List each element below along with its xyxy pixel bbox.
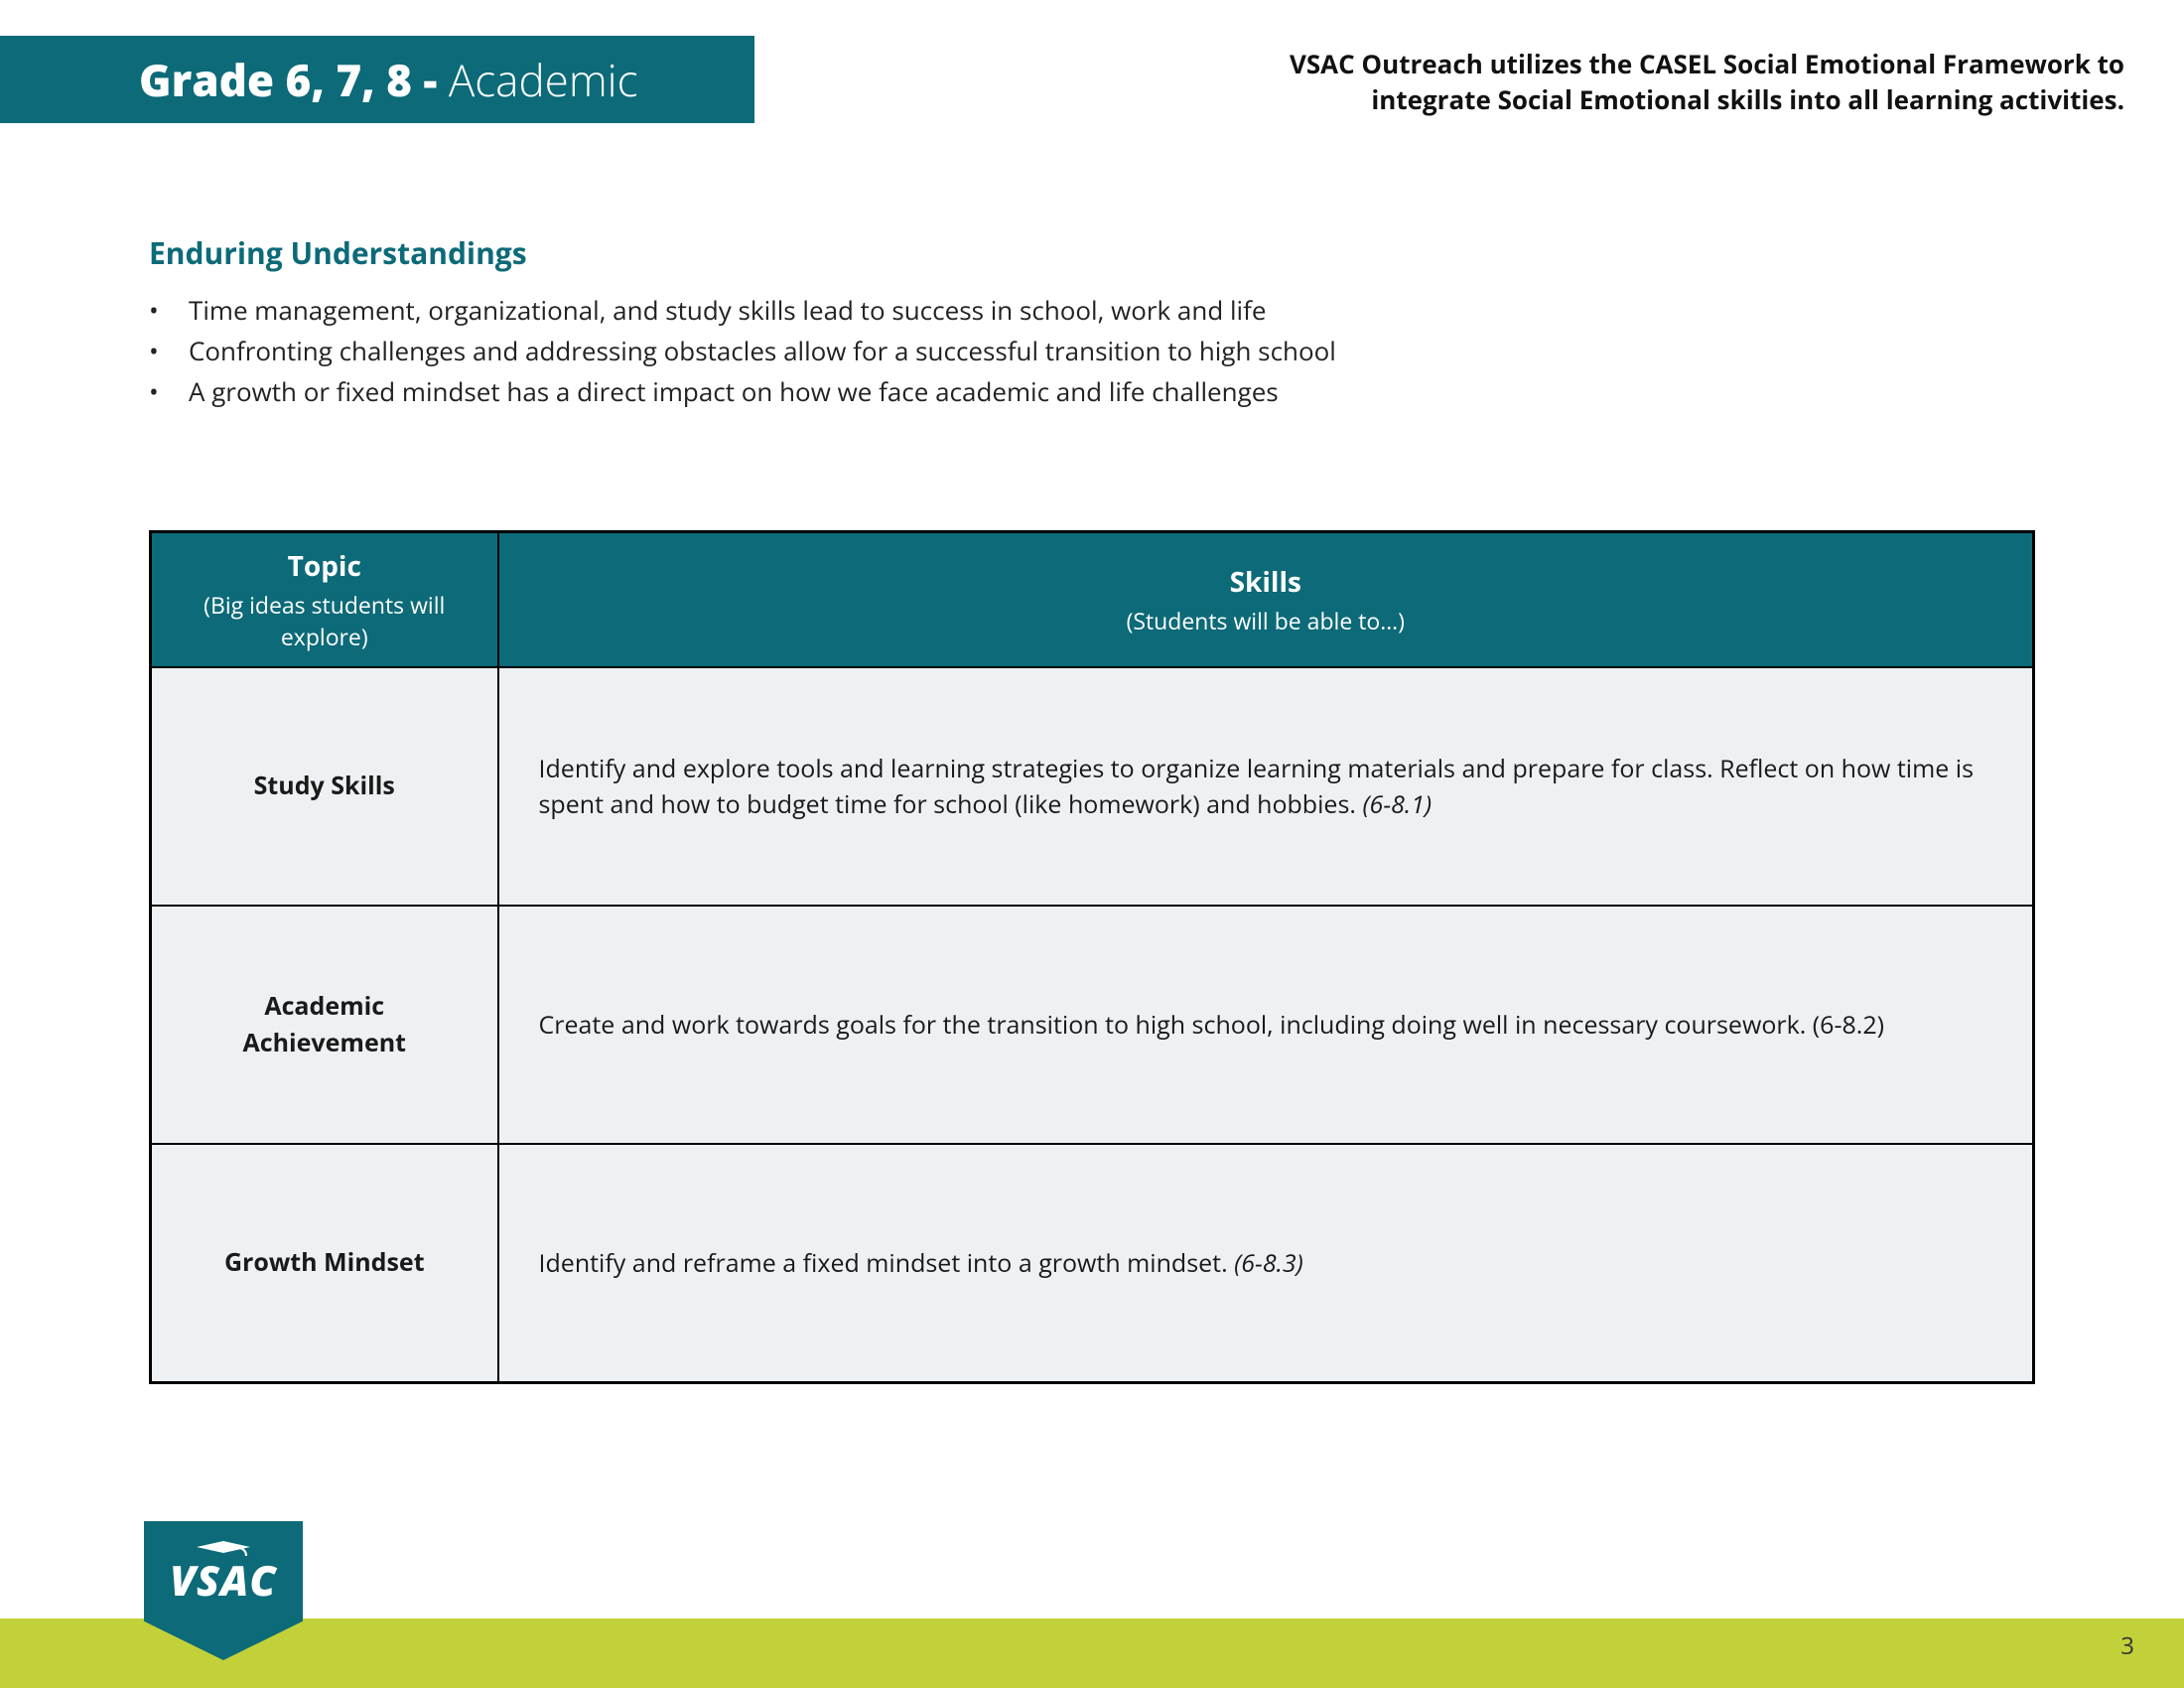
skill-ref: (6-8.1) bbox=[1362, 787, 1432, 821]
skill-text: Identify and reframe a fixed mindset int… bbox=[539, 1246, 1235, 1280]
col-topic-sub: (Big ideas students will explore) bbox=[162, 589, 487, 652]
grade-banner: Grade 6, 7, 8 - Academic bbox=[0, 36, 754, 123]
col-skills-title: Skills bbox=[509, 563, 2023, 601]
header-description: VSAC Outreach utilizes the CASEL Social … bbox=[1171, 46, 2124, 118]
table-row: Academic Achievement Create and work tow… bbox=[151, 906, 2034, 1144]
logo-shield: VSAC bbox=[144, 1521, 303, 1660]
page-number: 3 bbox=[2120, 1629, 2134, 1662]
main-content: Enduring Understandings Time management,… bbox=[0, 232, 2184, 1384]
list-item: A growth or fixed mindset has a direct i… bbox=[189, 372, 2035, 411]
table-row: Growth Mindset Identify and reframe a fi… bbox=[151, 1144, 2034, 1382]
understanding-list: Time management, organizational, and stu… bbox=[149, 291, 2035, 411]
list-item: Time management, organizational, and stu… bbox=[189, 291, 2035, 330]
skills-table: Topic (Big ideas students will explore) … bbox=[149, 530, 2035, 1384]
col-skills-sub: (Students will be able to…) bbox=[509, 605, 2023, 636]
footer-bar bbox=[0, 1618, 2184, 1688]
skill-cell: Identify and explore tools and learning … bbox=[498, 667, 2034, 906]
logo-text: VSAC bbox=[170, 1552, 277, 1609]
subject-label: Academic bbox=[449, 50, 638, 109]
topic-cell: Academic Achievement bbox=[151, 906, 498, 1144]
section-title: Enduring Understandings bbox=[149, 232, 2035, 273]
topic-line2: Achievement bbox=[242, 1026, 406, 1059]
col-topic-header: Topic (Big ideas students will explore) bbox=[151, 532, 498, 668]
table-row: Study Skills Identify and explore tools … bbox=[151, 667, 2034, 906]
topic-cell: Study Skills bbox=[151, 667, 498, 906]
grade-label: Grade 6, 7, 8 - bbox=[139, 50, 449, 109]
topic-line1: Academic bbox=[264, 989, 384, 1023]
topic-cell: Growth Mindset bbox=[151, 1144, 498, 1382]
skill-ref: (6-8.2) bbox=[1813, 1008, 1884, 1042]
skill-ref: (6-8.3) bbox=[1234, 1246, 1303, 1280]
col-skills-header: Skills (Students will be able to…) bbox=[498, 532, 2034, 668]
vsac-logo: VSAC bbox=[144, 1521, 303, 1660]
col-topic-title: Topic bbox=[162, 547, 487, 585]
list-item: Confronting challenges and addressing ob… bbox=[189, 332, 2035, 370]
skill-cell: Create and work towards goals for the tr… bbox=[498, 906, 2034, 1144]
skill-cell: Identify and reframe a fixed mindset int… bbox=[498, 1144, 2034, 1382]
skill-text: Identify and explore tools and learning … bbox=[539, 752, 1975, 821]
skill-text: Create and work towards goals for the tr… bbox=[539, 1008, 1813, 1042]
table-header-row: Topic (Big ideas students will explore) … bbox=[151, 532, 2034, 668]
